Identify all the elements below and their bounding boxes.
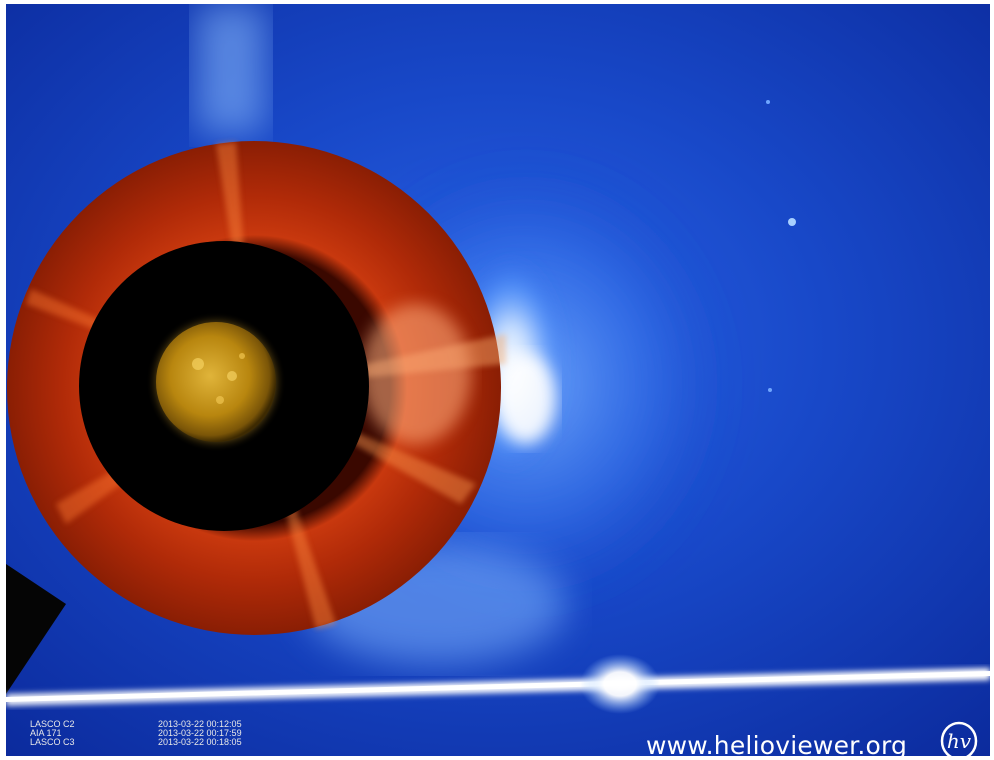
layer-timestamp: 2013-03-22 00:12:05 — [158, 719, 242, 729]
watermark-url: www.helioviewer.org — [646, 731, 908, 757]
star — [788, 218, 796, 226]
layer-row: LASCO C3 2013-03-22 00:18:05 — [30, 738, 330, 747]
saturation-streak-core — [6, 671, 990, 702]
cme-core — [496, 354, 556, 444]
layer-timestamp: 2013-03-22 00:17:59 — [158, 728, 242, 738]
solar-corona-scene: hv — [6, 4, 990, 756]
star — [766, 100, 770, 104]
bright-object — [580, 654, 660, 714]
layer-instrument: LASCO C3 — [30, 737, 75, 747]
sun-disc — [156, 322, 276, 442]
sun-active-regions — [192, 353, 245, 404]
layer-instrument: LASCO C2 — [30, 719, 75, 729]
layer-timestamp: 2013-03-22 00:18:05 — [158, 737, 242, 747]
occulter-pylon — [6, 564, 66, 694]
helioviewer-image: hv LASCO C2 2013-03-22 00:12:05 AIA 171 … — [6, 4, 990, 756]
star — [768, 388, 772, 392]
logo-text: hv — [947, 729, 972, 753]
layer-instrument: AIA 171 — [30, 728, 62, 738]
helioviewer-logo-icon: hv — [940, 721, 978, 756]
layer-row: LASCO C2 2013-03-22 00:12:05 — [30, 720, 330, 729]
layer-row: AIA 171 2013-03-22 00:17:59 — [30, 729, 330, 738]
coronal-streamer-top — [196, 4, 266, 134]
c2-cme-brightening — [361, 304, 471, 444]
layer-metadata: LASCO C2 2013-03-22 00:12:05 AIA 171 201… — [30, 720, 330, 747]
